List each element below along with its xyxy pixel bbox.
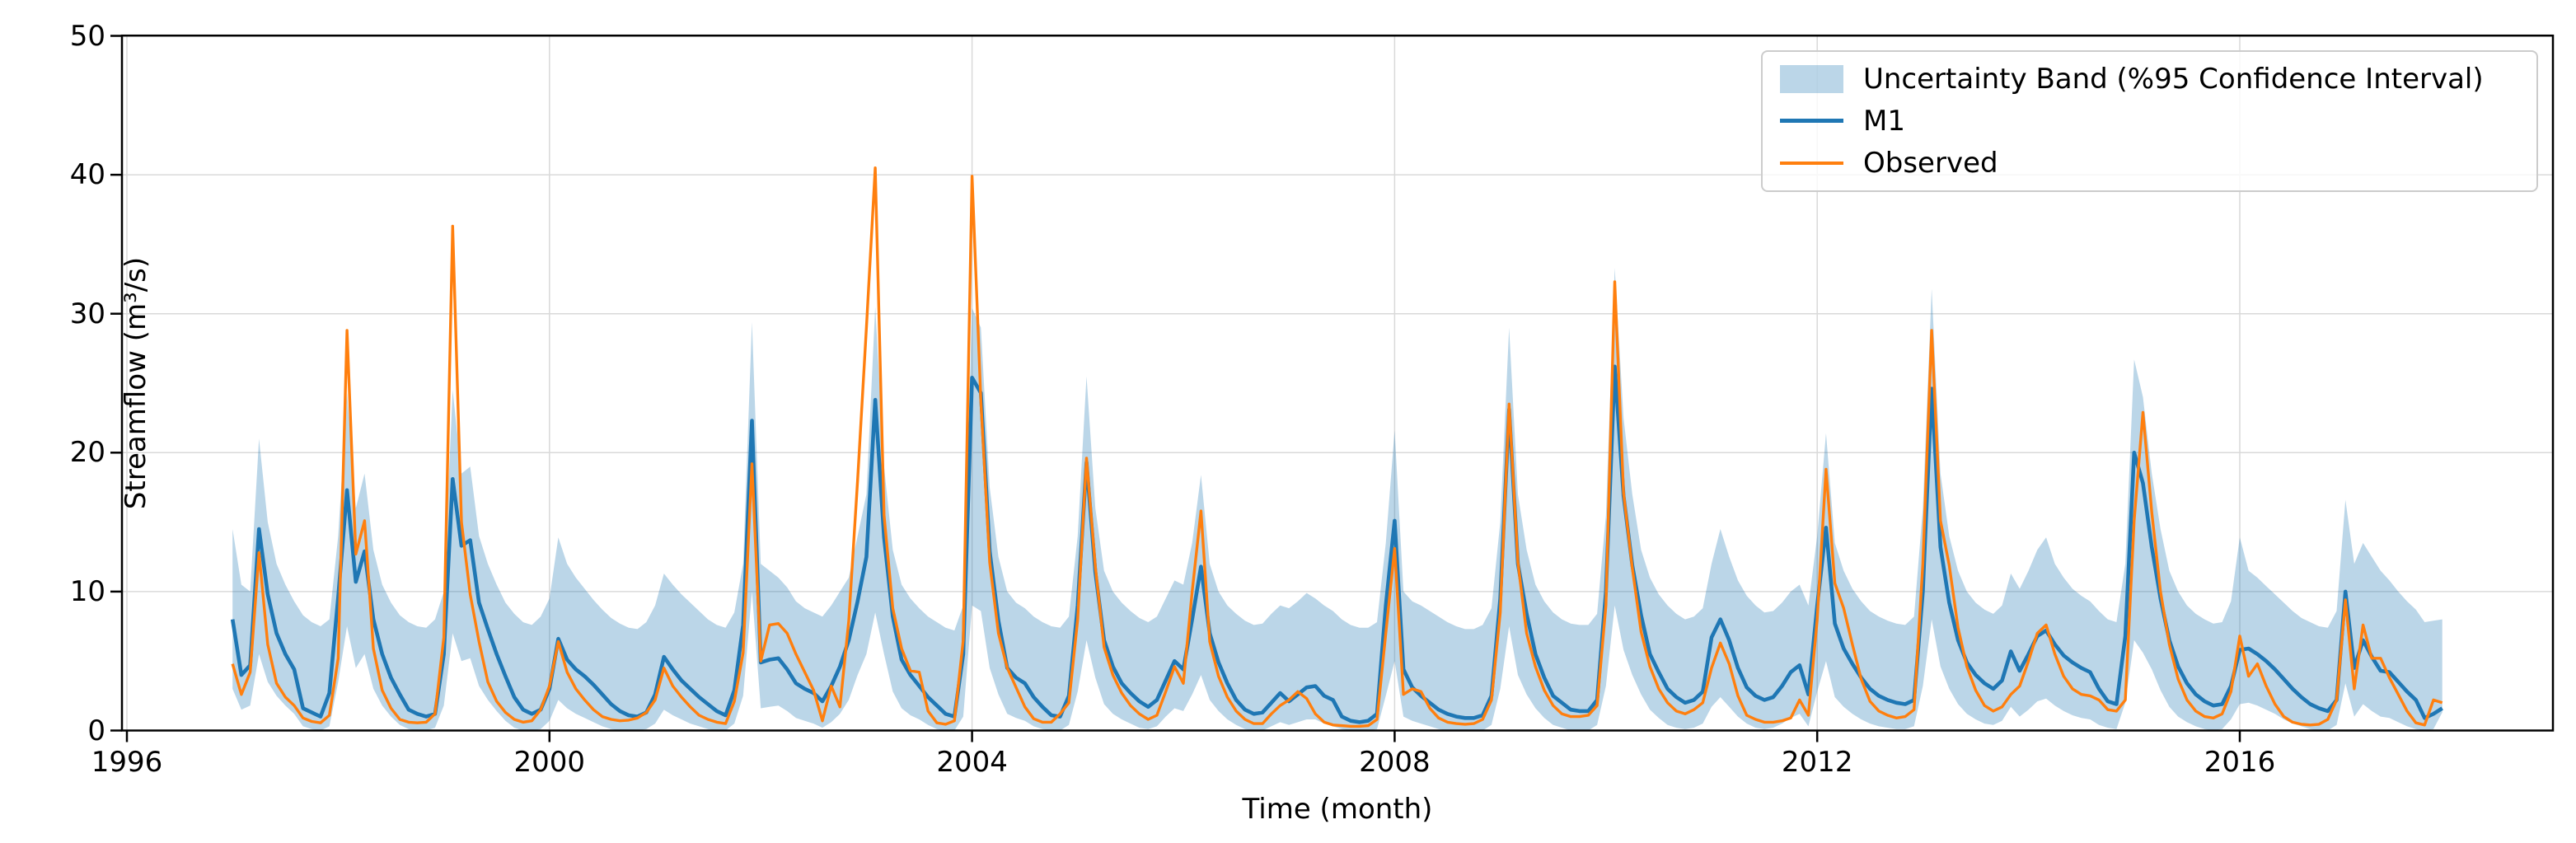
y-tick-label: 0 — [87, 714, 105, 747]
legend-item-observed: Observed — [1763, 143, 2536, 183]
uncertainty-band-swatch-icon — [1780, 65, 1843, 94]
y-tick-label: 30 — [69, 297, 105, 330]
legend-item-uncertainty-band: Uncertainty Band (%95 Confidence Interva… — [1763, 59, 2536, 99]
legend-item-m1: M1 — [1763, 101, 2536, 141]
observed-line — [231, 166, 2443, 728]
legend-label-m1: M1 — [1863, 104, 1905, 138]
uncertainty-band — [232, 268, 2443, 731]
y-axis-title: Streamflow (m³/s) — [119, 256, 153, 510]
x-tick-label: 1996 — [91, 746, 163, 779]
legend: Uncertainty Band (%95 Confidence Interva… — [1761, 50, 2538, 192]
m1-line — [230, 364, 2443, 724]
plot-border — [120, 34, 2555, 732]
x-tick-label: 2012 — [1781, 746, 1853, 779]
legend-label-uncertainty-band: Uncertainty Band (%95 Confidence Interva… — [1863, 63, 2484, 96]
y-tick-label: 50 — [69, 19, 105, 53]
observed-line-swatch-icon — [1780, 161, 1843, 165]
y-tick-label: 40 — [69, 158, 105, 192]
x-tick-label: 2008 — [1359, 746, 1431, 779]
x-tick-label: 2000 — [513, 746, 586, 779]
x-axis-title: Time (month) — [1242, 793, 1433, 826]
x-tick-label: 2016 — [2204, 746, 2276, 779]
y-tick-label: 10 — [69, 574, 105, 608]
legend-label-observed: Observed — [1863, 146, 1998, 180]
y-tick-label: 20 — [69, 436, 105, 470]
x-tick-label: 2004 — [936, 746, 1008, 779]
m1-line-swatch-icon — [1780, 119, 1843, 124]
